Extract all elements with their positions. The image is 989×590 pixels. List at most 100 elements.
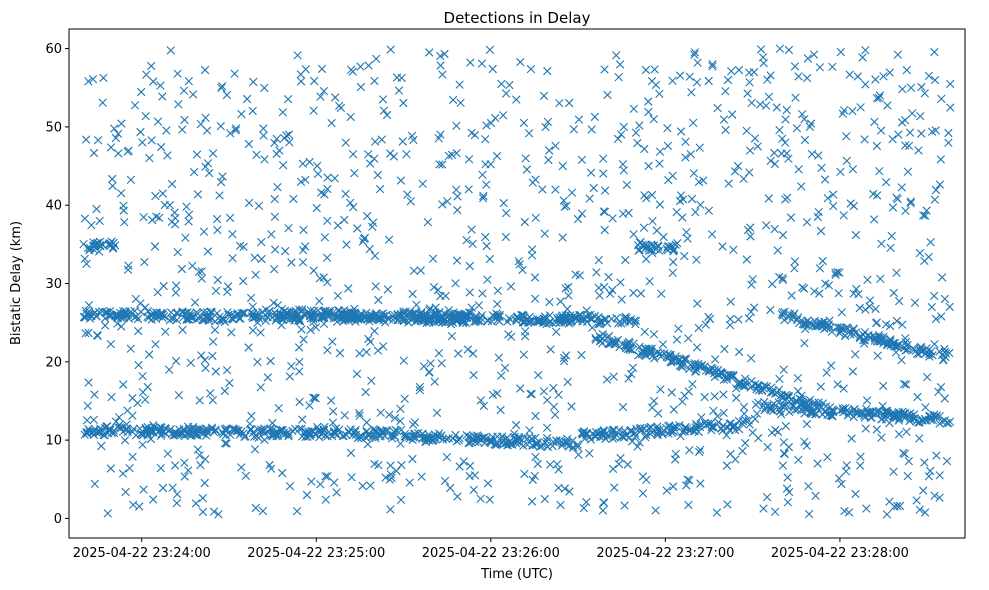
data-point bbox=[561, 284, 570, 293]
data-point bbox=[790, 62, 800, 71]
data-point bbox=[748, 428, 757, 437]
data-point bbox=[371, 312, 381, 322]
data-point bbox=[734, 425, 744, 434]
data-point bbox=[438, 435, 447, 444]
data-point bbox=[108, 174, 117, 184]
data-point bbox=[195, 451, 204, 460]
data-point bbox=[810, 398, 819, 407]
data-point bbox=[935, 180, 945, 189]
data-point bbox=[636, 238, 645, 247]
data-point bbox=[133, 314, 143, 324]
data-point bbox=[712, 508, 722, 517]
data-point bbox=[87, 221, 96, 230]
data-point bbox=[319, 86, 329, 96]
data-point bbox=[446, 483, 455, 493]
data-point bbox=[389, 152, 399, 161]
data-point bbox=[203, 247, 213, 256]
data-point bbox=[559, 196, 568, 205]
data-point bbox=[331, 93, 340, 102]
data-point bbox=[656, 352, 666, 361]
data-point bbox=[313, 169, 323, 179]
data-point bbox=[708, 60, 717, 69]
data-point bbox=[649, 115, 658, 124]
data-point bbox=[855, 303, 864, 313]
data-point bbox=[257, 237, 266, 247]
data-point bbox=[350, 314, 359, 323]
data-point bbox=[663, 124, 672, 133]
data-point bbox=[208, 337, 218, 346]
data-point bbox=[156, 464, 165, 473]
data-point bbox=[134, 326, 143, 336]
data-point bbox=[685, 425, 694, 435]
data-point bbox=[250, 445, 260, 454]
data-point bbox=[533, 459, 542, 469]
data-point bbox=[862, 396, 872, 405]
data-point bbox=[693, 58, 702, 67]
data-point bbox=[585, 449, 594, 458]
data-point bbox=[142, 70, 151, 79]
data-point bbox=[152, 212, 161, 221]
data-point bbox=[894, 430, 904, 439]
data-point bbox=[704, 206, 714, 215]
data-point bbox=[883, 339, 892, 349]
data-point bbox=[252, 150, 261, 159]
data-point bbox=[400, 394, 409, 403]
data-point bbox=[774, 398, 783, 407]
data-point bbox=[332, 488, 341, 497]
data-point bbox=[735, 347, 744, 357]
data-point bbox=[89, 426, 98, 435]
data-point bbox=[506, 282, 516, 291]
data-point bbox=[534, 317, 543, 326]
data-point bbox=[612, 313, 621, 323]
data-point bbox=[539, 387, 549, 396]
data-point bbox=[901, 380, 911, 389]
data-point bbox=[482, 241, 491, 251]
data-point bbox=[120, 218, 129, 227]
data-point bbox=[816, 382, 825, 391]
data-point bbox=[861, 305, 870, 314]
data-point bbox=[902, 427, 911, 436]
data-point bbox=[467, 435, 476, 444]
data-point bbox=[487, 317, 496, 326]
data-point bbox=[237, 463, 246, 472]
data-point bbox=[312, 203, 321, 213]
data-point bbox=[482, 121, 491, 130]
data-point bbox=[770, 224, 779, 234]
data-point bbox=[778, 273, 787, 283]
data-point bbox=[215, 191, 224, 200]
data-point bbox=[90, 479, 99, 488]
data-point bbox=[198, 507, 208, 517]
data-point bbox=[915, 434, 924, 443]
data-point bbox=[387, 473, 396, 483]
data-point bbox=[423, 218, 432, 227]
data-point bbox=[603, 431, 612, 440]
data-point bbox=[575, 271, 584, 280]
x-axis-label: Time (UTC) bbox=[480, 567, 553, 582]
data-point bbox=[707, 422, 716, 431]
data-point bbox=[153, 117, 163, 126]
data-point bbox=[889, 288, 898, 298]
data-point bbox=[184, 315, 194, 324]
data-point bbox=[433, 285, 443, 295]
data-point bbox=[293, 51, 302, 60]
data-point bbox=[296, 77, 306, 86]
data-point bbox=[259, 426, 268, 436]
data-point bbox=[478, 433, 487, 442]
data-point bbox=[181, 233, 190, 242]
data-point bbox=[811, 409, 821, 418]
data-point bbox=[79, 313, 89, 322]
data-point bbox=[906, 197, 916, 206]
data-point bbox=[501, 232, 511, 242]
data-point bbox=[438, 200, 447, 209]
data-point bbox=[123, 265, 133, 274]
data-point bbox=[200, 478, 209, 488]
data-point bbox=[371, 282, 380, 291]
data-point bbox=[577, 155, 587, 164]
data-point bbox=[403, 190, 412, 199]
data-point bbox=[520, 469, 529, 479]
data-point bbox=[415, 385, 425, 395]
data-point bbox=[889, 467, 898, 476]
data-point bbox=[370, 154, 379, 163]
data-point bbox=[803, 54, 813, 63]
data-point bbox=[253, 357, 262, 367]
